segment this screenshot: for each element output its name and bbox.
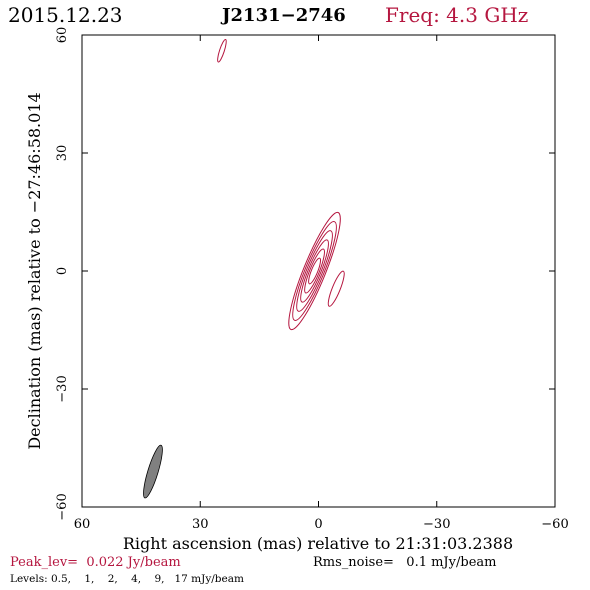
core-contour [308, 257, 321, 285]
x-tick-label: 30 [192, 517, 209, 532]
peak-level: Peak_lev= 0.022 Jy/beam [10, 555, 181, 570]
y-tick-label: 60 [55, 27, 70, 44]
y-tick-label: 0 [55, 267, 70, 275]
x-axis-title: Right ascension (mas) relative to 21:31:… [123, 534, 513, 553]
beam-layer [143, 444, 163, 499]
core-contour [296, 230, 333, 312]
x-tick-label: −60 [541, 517, 568, 532]
core-contour [300, 239, 329, 303]
y-axis-title: Declination (mas) relative to −27:46:58.… [25, 92, 44, 449]
epoch-date: 2015.12.23 [8, 3, 123, 27]
y-tick-label: 30 [55, 145, 70, 162]
contour-layer [217, 38, 345, 331]
source-name: J2131−2746 [220, 5, 346, 26]
secondary-component-contour [327, 270, 345, 307]
plot-frame [81, 34, 556, 508]
axis-ticks [81, 34, 556, 508]
frequency-label: Freq: 4.3 GHz [385, 3, 528, 27]
x-tick-label: 60 [74, 517, 91, 532]
core-contour [292, 221, 337, 321]
restoring-beam [143, 444, 163, 499]
axis-tick-labels: 60 30 0 −30 −60 −60 −30 0 30 60 [55, 27, 569, 532]
rms-noise: Rms_noise= 0.1 mJy/beam [313, 555, 496, 570]
x-tick-label: 0 [314, 517, 322, 532]
y-tick-label: −30 [55, 375, 70, 402]
contour-levels: Levels: 0.5, 1, 2, 4, 9, 17 mJy/beam [10, 573, 244, 585]
y-tick-label: −60 [55, 493, 70, 520]
x-tick-label: −30 [423, 517, 450, 532]
core-contour [304, 248, 325, 294]
remote-component-contour [217, 38, 227, 63]
core-contour [288, 211, 341, 331]
